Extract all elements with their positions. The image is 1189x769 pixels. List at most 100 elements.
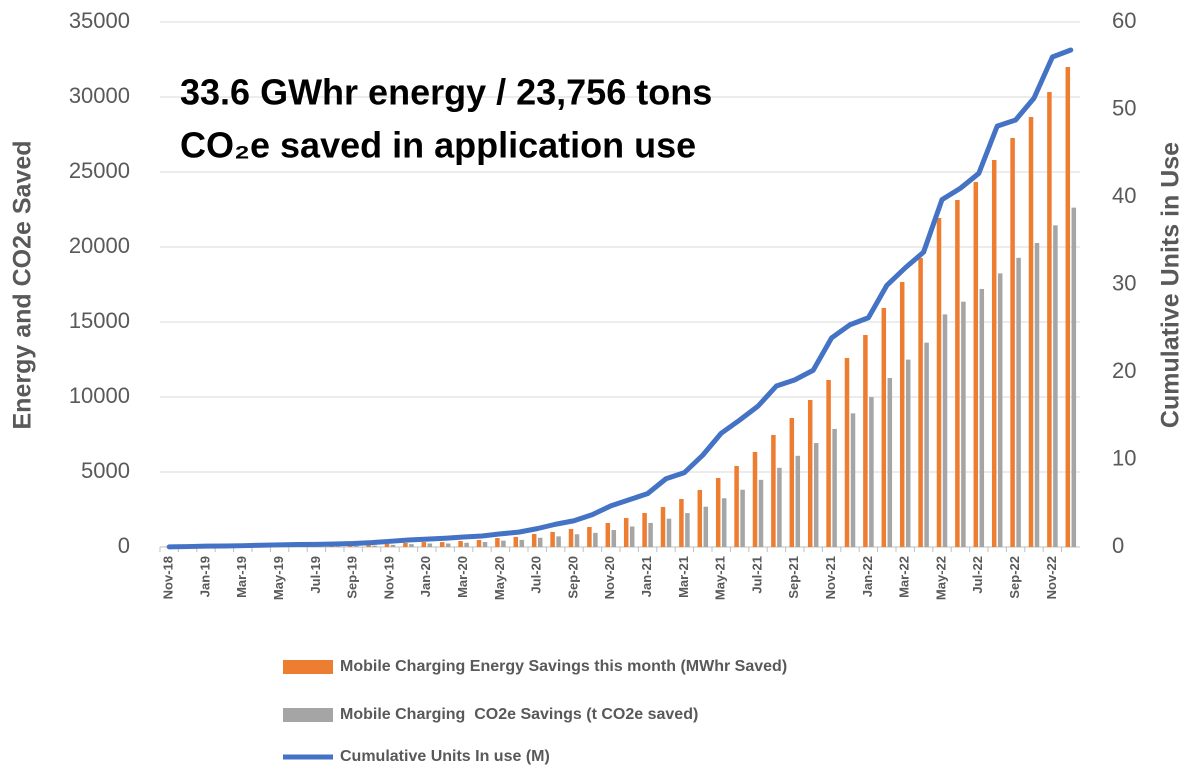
legend-swatch (283, 660, 333, 674)
bar (918, 257, 923, 547)
bar (642, 512, 647, 547)
bar (973, 182, 979, 547)
bar (979, 288, 985, 547)
bar (740, 489, 745, 547)
bar (366, 545, 371, 547)
bar (409, 544, 414, 547)
bar (335, 546, 341, 547)
x-tick-label: Nov-18 (161, 556, 176, 599)
y2-tick-label: 20 (1112, 358, 1136, 383)
x-tick-label: Mar-20 (455, 556, 470, 598)
y2-tick-label: 60 (1112, 8, 1136, 33)
y2-tick-label: 10 (1112, 445, 1136, 470)
bar (752, 452, 758, 547)
bar (495, 538, 500, 547)
bar (826, 380, 831, 547)
bar (771, 434, 776, 547)
bar (850, 413, 856, 547)
bar (887, 378, 893, 547)
legend-label: Mobile Charging Energy Savings this mont… (340, 658, 787, 675)
x-tick-label: Jul-21 (749, 556, 764, 594)
bar (813, 443, 819, 547)
bar (660, 506, 666, 547)
y-axis-label: Energy and CO2e Saved (9, 140, 37, 429)
bar (807, 400, 813, 547)
bar (703, 506, 709, 547)
bar (1047, 92, 1052, 547)
line (166, 47, 1074, 550)
y-tick-label: 5000 (81, 458, 130, 483)
bar (666, 518, 672, 547)
bar (715, 478, 721, 547)
bar (531, 533, 537, 547)
x-tick-label: May-21 (713, 556, 728, 600)
x-tick-label: Nov-22 (1044, 556, 1059, 599)
y2-tick-label: 40 (1112, 183, 1136, 208)
x-tick-label: Jan-20 (418, 556, 433, 597)
y-tick-label: 35000 (69, 8, 130, 33)
bar (390, 544, 396, 547)
bar (795, 455, 801, 547)
bar (697, 490, 703, 547)
bar (789, 418, 795, 547)
x-tick-label: Jan-19 (197, 556, 212, 597)
y2-axis-label: Cumulative Units in Use (1157, 142, 1185, 428)
bar (421, 542, 427, 547)
bar (777, 467, 782, 547)
bar (734, 466, 739, 547)
bar (648, 522, 653, 547)
y2-tick-label: 0 (1112, 533, 1124, 558)
bar (537, 537, 543, 547)
legend-swatch (283, 708, 333, 722)
bar (721, 498, 727, 547)
bar (439, 542, 445, 547)
bar (464, 542, 469, 547)
bar (997, 273, 1003, 547)
x-tick-label: Jan-22 (860, 556, 875, 597)
x-tick-label: May-22 (933, 556, 948, 600)
legend-label: Mobile Charging CO2e Savings (t CO2e sav… (340, 706, 698, 723)
x-tick-label: Jul-22 (970, 556, 985, 594)
bar (353, 545, 359, 547)
bar (1028, 116, 1034, 548)
bar (899, 281, 905, 547)
annotation: 33.6 GWhr energy / 23,756 tons (180, 72, 712, 113)
y2-tick-label: 30 (1112, 270, 1136, 295)
annotation: CO₂e saved in application use (180, 125, 696, 166)
y-tick-label: 25000 (69, 158, 130, 183)
bar (863, 335, 868, 547)
x-tick-label: Nov-21 (823, 556, 838, 599)
bar (550, 532, 555, 547)
x-tick-label: May-20 (492, 556, 507, 600)
bar (384, 544, 390, 547)
bar (587, 527, 592, 547)
x-tick-label: Nov-20 (602, 556, 617, 599)
bar (1016, 257, 1021, 547)
bar (758, 479, 764, 547)
x-tick-label: Sep-22 (1007, 556, 1022, 599)
bar (482, 542, 488, 547)
bar (593, 532, 598, 547)
bar (427, 543, 433, 547)
bar (955, 200, 960, 547)
bar (832, 428, 837, 547)
y-tick-label: 20000 (69, 233, 130, 258)
y-tick-label: 0 (118, 533, 130, 558)
bar (458, 541, 463, 547)
bar (942, 314, 948, 547)
legend-label: Cumulative Units In use (M) (340, 748, 550, 765)
bar (476, 539, 482, 547)
bar (556, 536, 561, 547)
bar (611, 530, 617, 547)
bar (905, 359, 911, 547)
y-tick-label: 30000 (69, 83, 130, 108)
x-tick-label: Sep-19 (345, 556, 360, 599)
bar (372, 545, 377, 547)
bar (445, 543, 451, 547)
bar (869, 397, 874, 547)
x-tick-label: Mar-19 (234, 556, 249, 598)
bar (403, 542, 408, 547)
x-tick-label: Nov-19 (381, 556, 396, 599)
bar (1071, 207, 1077, 547)
